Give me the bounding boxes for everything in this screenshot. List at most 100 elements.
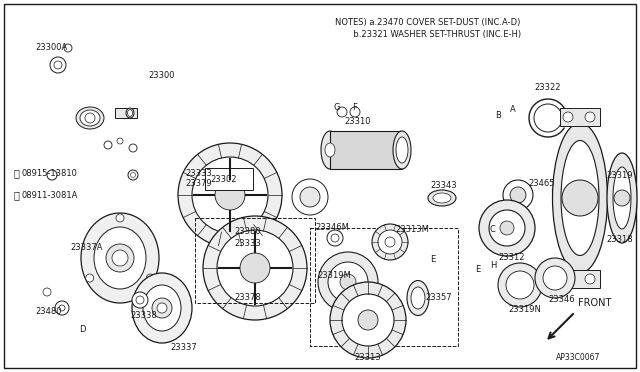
Circle shape: [500, 221, 514, 235]
Circle shape: [50, 57, 66, 73]
Text: 23465: 23465: [528, 179, 554, 187]
Circle shape: [535, 258, 575, 298]
Circle shape: [330, 282, 406, 358]
Circle shape: [203, 216, 307, 320]
Text: F: F: [353, 103, 357, 112]
Text: 23338: 23338: [130, 311, 157, 320]
Text: 23313: 23313: [355, 353, 381, 362]
Circle shape: [543, 266, 567, 290]
Ellipse shape: [396, 137, 408, 163]
Text: E: E: [430, 256, 436, 264]
Text: b.23321 WASHER SET-THRUST (INC.E-H): b.23321 WASHER SET-THRUST (INC.E-H): [335, 29, 521, 38]
Text: 08915-13810: 08915-13810: [22, 169, 78, 177]
Ellipse shape: [76, 107, 104, 129]
Circle shape: [85, 113, 95, 123]
Text: 23378: 23378: [235, 294, 261, 302]
Circle shape: [342, 294, 394, 346]
Circle shape: [292, 179, 328, 215]
Circle shape: [479, 200, 535, 256]
Circle shape: [106, 244, 134, 272]
Text: 23313M: 23313M: [395, 225, 429, 234]
Bar: [310, 228, 458, 346]
Circle shape: [136, 296, 144, 304]
Ellipse shape: [132, 273, 192, 343]
Circle shape: [157, 303, 167, 313]
Circle shape: [331, 234, 339, 242]
Ellipse shape: [321, 131, 339, 169]
Ellipse shape: [552, 123, 607, 273]
Text: 23302: 23302: [210, 176, 237, 185]
Circle shape: [152, 298, 172, 318]
Ellipse shape: [81, 213, 159, 303]
Text: 23322: 23322: [535, 83, 561, 93]
Circle shape: [350, 107, 360, 117]
Text: 23319: 23319: [606, 170, 632, 180]
Circle shape: [192, 157, 268, 233]
Circle shape: [378, 230, 402, 254]
Ellipse shape: [80, 110, 100, 126]
Text: 23357: 23357: [425, 294, 452, 302]
Bar: [560, 270, 600, 288]
Circle shape: [104, 141, 112, 149]
Text: 23319N: 23319N: [508, 305, 541, 314]
Ellipse shape: [411, 287, 425, 309]
Ellipse shape: [561, 141, 599, 256]
Text: G: G: [333, 103, 340, 112]
Circle shape: [328, 262, 368, 302]
Ellipse shape: [126, 108, 134, 118]
Ellipse shape: [607, 153, 637, 243]
Text: 08911-3081A: 08911-3081A: [22, 190, 78, 199]
Text: Ⓠ: Ⓠ: [14, 168, 20, 178]
Text: 23333: 23333: [185, 169, 212, 177]
Circle shape: [385, 237, 395, 247]
Circle shape: [503, 180, 533, 210]
Circle shape: [129, 144, 137, 152]
Circle shape: [128, 170, 138, 180]
Ellipse shape: [433, 193, 451, 203]
Circle shape: [585, 112, 595, 122]
Circle shape: [117, 138, 123, 144]
Circle shape: [300, 187, 320, 207]
Circle shape: [563, 112, 573, 122]
Circle shape: [47, 170, 57, 180]
Circle shape: [340, 274, 356, 290]
Ellipse shape: [127, 109, 132, 116]
Circle shape: [116, 214, 124, 222]
Text: Ⓝ: Ⓝ: [14, 190, 20, 200]
Ellipse shape: [94, 227, 146, 289]
Circle shape: [147, 274, 154, 282]
Circle shape: [132, 292, 148, 308]
Circle shape: [215, 180, 245, 210]
Circle shape: [112, 250, 128, 266]
Ellipse shape: [393, 131, 411, 169]
Text: NOTES) a.23470 COVER SET-DUST (INC.A-D): NOTES) a.23470 COVER SET-DUST (INC.A-D): [335, 17, 520, 26]
Text: 23337: 23337: [170, 343, 196, 353]
Text: 23333: 23333: [235, 238, 261, 247]
Text: 23319M: 23319M: [317, 270, 351, 279]
Bar: [205, 168, 253, 190]
Circle shape: [327, 230, 343, 246]
Text: 23346: 23346: [548, 295, 575, 305]
Bar: [115, 108, 137, 118]
Circle shape: [55, 301, 69, 315]
Circle shape: [240, 253, 270, 283]
Text: 23379: 23379: [185, 179, 212, 187]
Text: A: A: [510, 106, 516, 115]
Text: 23300: 23300: [148, 71, 175, 80]
Circle shape: [614, 190, 630, 206]
Text: 23346M: 23346M: [315, 224, 349, 232]
Circle shape: [178, 143, 282, 247]
Text: 23480: 23480: [35, 308, 61, 317]
Ellipse shape: [325, 143, 335, 157]
Circle shape: [585, 274, 595, 284]
Bar: [195, 218, 315, 303]
Circle shape: [64, 44, 72, 52]
Polygon shape: [52, 82, 130, 155]
Text: 23343: 23343: [430, 180, 456, 189]
Circle shape: [217, 230, 293, 306]
Text: E: E: [476, 266, 481, 275]
Text: D: D: [79, 326, 85, 334]
Circle shape: [506, 271, 534, 299]
Circle shape: [372, 224, 408, 260]
Text: 23300A: 23300A: [35, 44, 67, 52]
